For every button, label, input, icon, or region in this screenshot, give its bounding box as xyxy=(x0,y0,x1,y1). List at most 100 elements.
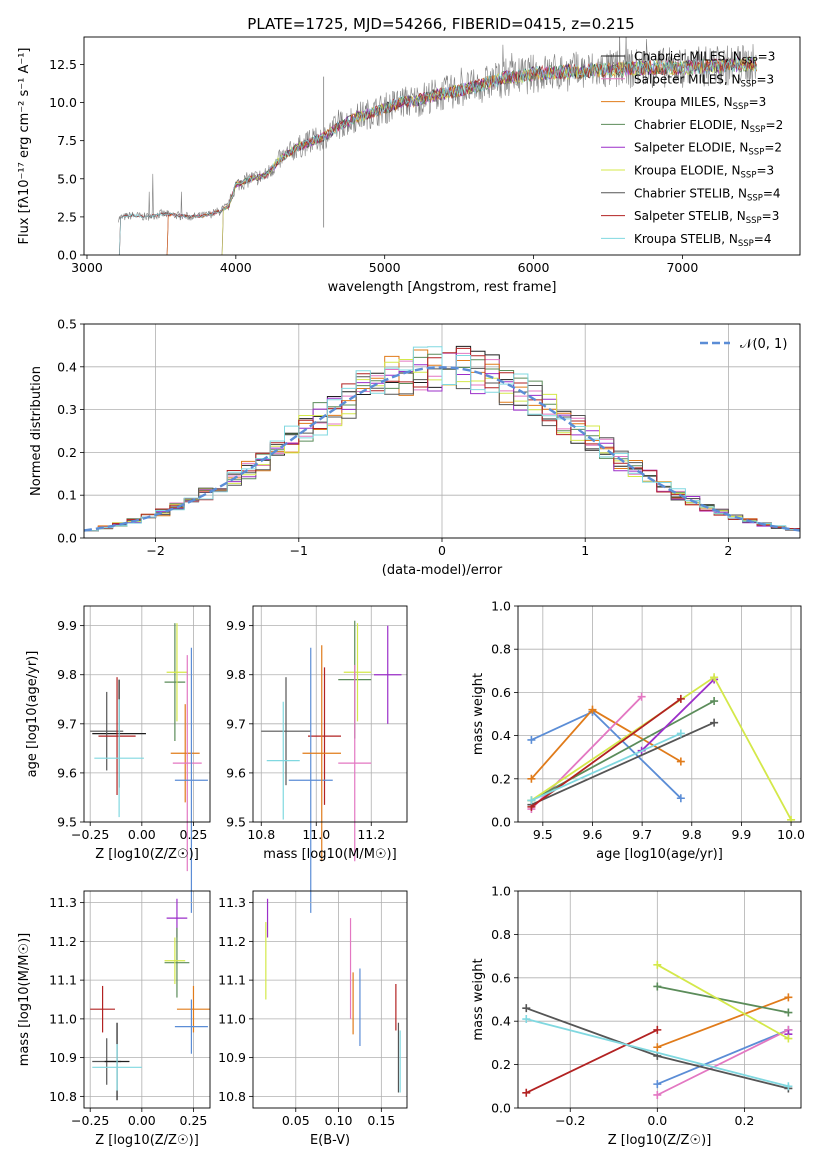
x-tick-label: 0.10 xyxy=(325,1113,353,1128)
weight-marker xyxy=(653,1025,662,1034)
y-axis-label: mass weight xyxy=(471,958,486,1040)
x-tick-label: 11.0 xyxy=(302,827,330,842)
y-tick-label: 11.0 xyxy=(49,1011,77,1026)
x-axis-label: mass [log10(M/M☉)] xyxy=(263,847,396,862)
weight-marker xyxy=(784,1034,793,1043)
x-tick-label: 9.5 xyxy=(533,827,553,842)
y-tick-label: 5.0 xyxy=(57,171,77,186)
x-tick-label: 9.9 xyxy=(731,827,751,842)
mass-vs-EBV-plot xyxy=(265,898,401,1093)
axes-frame xyxy=(83,605,211,823)
weight-line xyxy=(656,964,789,1040)
x-tick-label: 5000 xyxy=(369,260,401,275)
y-tick-label: 2.5 xyxy=(57,209,77,224)
model-spectrum-line xyxy=(118,57,757,255)
legend-subscript: SSP xyxy=(733,102,749,112)
x-tick-label: 0.05 xyxy=(282,1113,310,1128)
weight-vs-age-plot xyxy=(527,673,796,822)
y-tick-label: 0.4 xyxy=(57,359,77,374)
legend-entry: Salpeter MILES, NSSP=3 xyxy=(634,72,774,89)
weight-marker xyxy=(522,1088,531,1097)
y-tick-label: 0.2 xyxy=(491,1057,511,1072)
weight-line xyxy=(656,1029,789,1096)
weight-marker xyxy=(676,694,685,703)
x-axis-label: E(B-V) xyxy=(310,1133,350,1148)
x-tick-label: 3000 xyxy=(71,260,103,275)
y-tick-label: 0.3 xyxy=(57,402,77,417)
legend-value: =4 xyxy=(754,232,772,246)
legend-entry: Chabrier ELODIE, NSSP=2 xyxy=(634,118,783,135)
legend-entry: Salpeter ELODIE, NSSP=2 xyxy=(634,141,782,158)
x-tick-label: 4000 xyxy=(220,260,252,275)
y-tick-label: 0.0 xyxy=(57,248,77,263)
y-tick-label: 0.6 xyxy=(491,685,511,700)
weight-marker xyxy=(527,735,536,744)
weight-line xyxy=(526,1018,789,1088)
mass-vs-Z-axes: −0.25 0.00 0.25 10.8 10.9 11.0 11.1 11.2 11.3 Z [… xyxy=(17,890,211,1148)
y-tick-label: 0.8 xyxy=(491,642,511,657)
weight-marker xyxy=(588,705,597,714)
weight-marker xyxy=(676,757,685,766)
legend-value: =3 xyxy=(756,164,774,178)
axes-frame xyxy=(252,890,408,1109)
x-tick-label: −0.25 xyxy=(71,827,109,842)
legend-subscript: SSP xyxy=(747,193,763,203)
y-tick-label: 0.8 xyxy=(491,927,511,942)
x-axis-label: Z [log10(Z/Z☉)] xyxy=(608,1133,712,1148)
x-tick-label: 11.2 xyxy=(357,827,385,842)
weight-marker xyxy=(784,1082,793,1091)
residuals-axes: −2 −1 0 1 2 0.0 0.1 0.2 0.3 0.4 0.5 (data-model)/er… xyxy=(29,317,801,578)
legend-entry: 𝒩(0, 1) xyxy=(740,337,787,352)
y-tick-label: 9.8 xyxy=(57,667,77,682)
y-tick-label: 11.3 xyxy=(218,895,246,910)
y-tick-label: 10.0 xyxy=(49,95,77,110)
x-axis-label: Z [log10(Z/Z☉)] xyxy=(95,847,199,862)
x-tick-label: 2 xyxy=(724,543,732,558)
y-tick-label: 9.8 xyxy=(226,667,246,682)
legend-subscript: SSP xyxy=(750,125,766,135)
legend-value: =4 xyxy=(763,186,781,200)
weight-marker xyxy=(522,1004,531,1013)
legend-entry: Kroupa STELIB, NSSP=4 xyxy=(634,232,772,249)
age-vs-Z-plot xyxy=(90,623,208,913)
weight-marker xyxy=(787,815,796,822)
y-tick-label: 11.2 xyxy=(218,934,246,949)
y-tick-label: 10.9 xyxy=(218,1050,246,1065)
y-tick-label: 11.0 xyxy=(218,1011,246,1026)
weight-marker xyxy=(710,697,719,706)
y-tick-label: 0.2 xyxy=(57,445,77,460)
y-tick-label: 9.7 xyxy=(226,716,246,731)
figure-title: PLATE=1725, MJD=54266, FIBERID=0415, z=0… xyxy=(247,15,634,33)
weight-line xyxy=(525,1029,658,1094)
weight-vs-Z-axes: −0.2 0.0 0.2 0.0 0.2 0.4 0.6 0.8 1.0 Z [log10(Z/Z… xyxy=(471,884,802,1148)
y-tick-label: 10.8 xyxy=(218,1089,246,1104)
x-tick-label: 7000 xyxy=(666,260,698,275)
x-tick-label: 6000 xyxy=(518,260,550,275)
y-tick-label: 0.1 xyxy=(57,488,77,503)
y-tick-label: 1.0 xyxy=(491,884,511,899)
legend-value: =2 xyxy=(766,118,784,132)
weight-marker xyxy=(784,993,793,1002)
y-tick-label: 11.2 xyxy=(49,934,77,949)
y-tick-label: 0.4 xyxy=(491,1014,511,1029)
x-tick-label: −2 xyxy=(146,543,164,558)
y-tick-label: 9.9 xyxy=(57,618,77,633)
legend-subscript: SSP xyxy=(741,171,757,181)
legend-subscript: SSP xyxy=(748,148,764,158)
legend-value: =3 xyxy=(762,209,780,223)
axes-frame xyxy=(252,605,408,823)
y-tick-label: 0.2 xyxy=(491,771,511,786)
weight-marker xyxy=(653,1090,662,1099)
x-axis-label: Z [log10(Z/Z☉)] xyxy=(95,1133,199,1148)
x-tick-label: 0.25 xyxy=(180,1113,208,1128)
weight-line xyxy=(657,985,789,1014)
spectrum-axes: 3000 4000 5000 6000 7000 0.0 2.5 5.0 7.5 10.0 12.5… xyxy=(17,36,801,295)
axes-frame xyxy=(517,605,802,823)
y-axis-label: mass [log10(M/M☉)] xyxy=(17,933,32,1066)
x-tick-label: −0.2 xyxy=(555,1113,585,1128)
spectrum-plot xyxy=(117,37,758,255)
weight-marker xyxy=(653,1043,662,1052)
weight-marker xyxy=(522,1015,531,1024)
x-tick-label: 0 xyxy=(438,543,446,558)
x-tick-label: 0.25 xyxy=(180,827,208,842)
